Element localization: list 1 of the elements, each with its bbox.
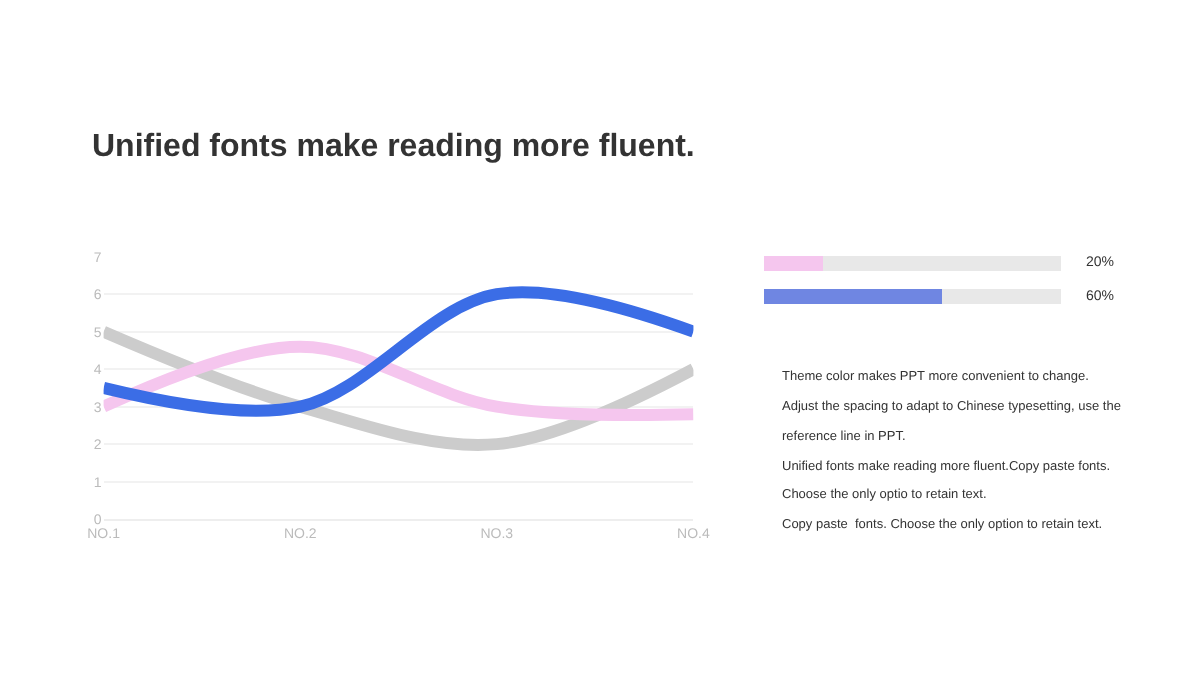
chart-title: Unified fonts make reading more fluent. <box>92 130 695 164</box>
